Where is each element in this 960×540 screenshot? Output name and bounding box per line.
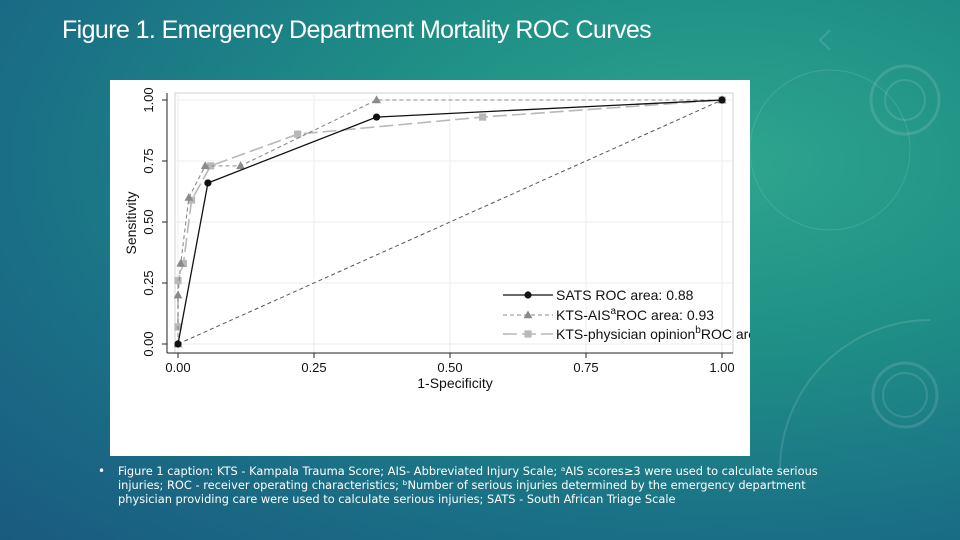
x-tick-label-4: 1.00 <box>709 360 734 375</box>
legend-marker-1 <box>523 310 533 319</box>
series-line-1 <box>177 99 722 344</box>
y-tick-label-0: 0.00 <box>141 331 156 356</box>
x-ticks: 0.00 0.25 0.50 0.75 1.00 <box>165 353 735 375</box>
y-tick-label-1: 0.25 <box>141 270 156 295</box>
slide-title: Figure 1. Emergency Department Mortality… <box>62 16 652 44</box>
series-1-point-1 <box>173 290 183 299</box>
legend-label-1: KTS-AISaROC area: 0.93 <box>556 306 714 323</box>
legend: SATS ROC area: 0.88 KTS-AISaROC area: 0.9… <box>503 287 750 342</box>
y-axis-title: Sensitivity <box>123 191 139 254</box>
legend-marker-2 <box>524 330 532 338</box>
series-0-point-3 <box>718 96 726 104</box>
chart-panel: 0.00 0.25 0.50 0.75 1.00 0.00 0.25 0.50 0.75 1.0… <box>110 80 750 456</box>
roc-chart: 0.00 0.25 0.50 0.75 1.00 0.00 0.25 0.50 0.75 1.0… <box>123 87 750 391</box>
x-tick-label-0: 0.00 <box>165 360 190 375</box>
x-axis-title: 1-Specificity <box>417 375 492 391</box>
x-tick-label-1: 0.25 <box>301 360 326 375</box>
series-1-point-5 <box>236 161 245 170</box>
series-2-point-1 <box>174 276 182 285</box>
series-1-point-6 <box>372 95 381 104</box>
y-tick-label-4: 1.00 <box>141 87 156 112</box>
grid-lines <box>175 93 733 353</box>
y-tick-label-2: 0.50 <box>141 209 156 234</box>
series-0-point-0 <box>174 340 182 348</box>
reference-line <box>177 99 723 345</box>
figure-caption: • Figure 1 caption: KTS - Kampala Trauma… <box>98 464 828 506</box>
legend-label-2: KTS-physician opinionbROC area: 0.89 <box>556 325 750 342</box>
series-line-0 <box>177 99 723 345</box>
x-tick-label-2: 0.50 <box>437 360 462 375</box>
series-2-point-4 <box>207 162 215 170</box>
series-0 <box>174 96 726 348</box>
series-0-point-1 <box>204 179 212 187</box>
series-2-point-5 <box>294 130 302 138</box>
series-1-point-2 <box>176 258 186 267</box>
series-2-point-6 <box>479 113 487 121</box>
y-ticks: 0.00 0.25 0.50 0.75 1.00 <box>141 87 167 357</box>
caption-text: Figure 1 caption: KTS - Kampala Trauma S… <box>118 464 818 506</box>
caption-bullet: • <box>98 464 106 478</box>
series-lines <box>173 95 727 348</box>
series-1-point-3 <box>184 193 194 201</box>
series-0-point-2 <box>372 113 381 121</box>
legend-label-0: SATS ROC area: 0.88 <box>556 287 694 303</box>
y-tick-label-3: 0.75 <box>141 148 156 173</box>
series-1-point-4 <box>200 161 210 170</box>
legend-marker-0 <box>524 291 532 299</box>
series-2-point-2 <box>179 259 188 268</box>
x-tick-label-3: 0.75 <box>573 360 598 375</box>
